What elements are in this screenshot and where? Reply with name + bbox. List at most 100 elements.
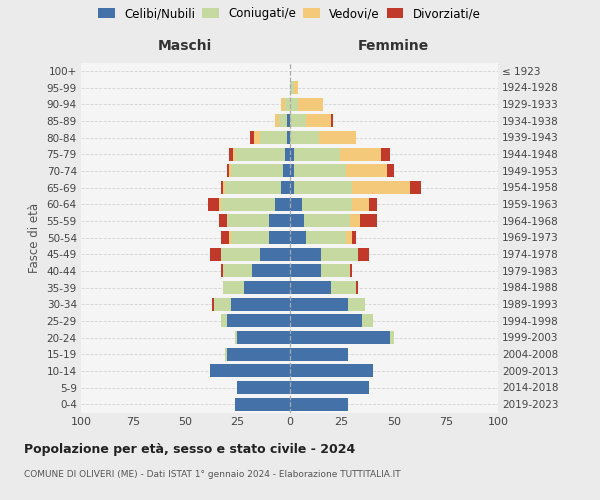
Bar — [287, 114, 290, 128]
Bar — [290, 331, 389, 344]
Bar — [290, 398, 348, 410]
Bar — [231, 164, 283, 177]
Bar — [362, 314, 373, 328]
Bar — [221, 264, 223, 278]
Bar — [238, 331, 290, 344]
Bar — [279, 114, 287, 128]
Bar — [229, 164, 231, 177]
Bar — [233, 148, 235, 160]
Bar — [331, 114, 333, 128]
Bar — [352, 198, 369, 210]
Text: Maschi: Maschi — [158, 38, 212, 52]
Text: Femmine: Femmine — [358, 38, 430, 52]
Bar — [350, 264, 352, 278]
Bar — [218, 198, 221, 210]
Bar — [225, 348, 227, 360]
Bar — [227, 164, 229, 177]
Bar — [358, 248, 369, 260]
Bar — [208, 198, 218, 210]
Bar — [238, 381, 290, 394]
Bar — [410, 181, 421, 194]
Bar — [290, 214, 304, 228]
Bar — [348, 298, 365, 310]
Bar — [290, 298, 348, 310]
Legend: Celibi/Nubili, Coniugati/e, Vedovi/e, Divorziati/e: Celibi/Nubili, Coniugati/e, Vedovi/e, Di… — [98, 7, 481, 20]
Bar — [286, 98, 290, 110]
Bar — [290, 98, 298, 110]
Bar — [293, 148, 340, 160]
Bar — [244, 281, 290, 294]
Bar — [227, 214, 269, 228]
Bar — [275, 114, 279, 128]
Bar — [302, 198, 352, 210]
Bar — [231, 231, 269, 244]
Bar — [388, 164, 394, 177]
Bar — [293, 81, 298, 94]
Bar — [275, 198, 290, 210]
Bar — [290, 198, 302, 210]
Bar — [212, 298, 214, 310]
Bar — [306, 114, 331, 128]
Bar — [235, 148, 286, 160]
Bar — [321, 248, 358, 260]
Bar — [214, 298, 231, 310]
Bar — [381, 148, 389, 160]
Bar — [223, 281, 244, 294]
Bar — [210, 248, 221, 260]
Bar — [210, 364, 290, 378]
Bar — [290, 314, 362, 328]
Bar — [227, 314, 290, 328]
Bar — [361, 214, 377, 228]
Bar — [293, 164, 346, 177]
Bar — [290, 264, 321, 278]
Bar — [221, 198, 275, 210]
Bar — [252, 264, 290, 278]
Bar — [352, 231, 356, 244]
Bar — [283, 164, 290, 177]
Bar — [290, 164, 293, 177]
Bar — [218, 214, 227, 228]
Bar — [290, 231, 306, 244]
Bar — [293, 181, 352, 194]
Bar — [229, 148, 233, 160]
Bar — [290, 364, 373, 378]
Bar — [350, 214, 361, 228]
Bar — [221, 231, 229, 244]
Bar — [250, 131, 254, 144]
Bar — [290, 281, 331, 294]
Bar — [235, 331, 238, 344]
Y-axis label: Fasce di età: Fasce di età — [28, 202, 41, 272]
Bar — [298, 98, 323, 110]
Bar — [389, 331, 394, 344]
Bar — [221, 248, 260, 260]
Bar — [290, 381, 369, 394]
Text: COMUNE DI OLIVERI (ME) - Dati ISTAT 1° gennaio 2024 - Elaborazione TUTTITALIA.IT: COMUNE DI OLIVERI (ME) - Dati ISTAT 1° g… — [24, 470, 401, 479]
Bar — [223, 181, 225, 194]
Bar — [235, 398, 290, 410]
Bar — [346, 164, 388, 177]
Bar — [290, 248, 321, 260]
Bar — [281, 98, 286, 110]
Bar — [356, 281, 358, 294]
Bar — [225, 181, 281, 194]
Bar — [221, 314, 227, 328]
Bar — [352, 181, 410, 194]
Bar — [287, 131, 290, 144]
Bar — [269, 231, 290, 244]
Bar — [281, 181, 290, 194]
Bar — [304, 214, 350, 228]
Text: Popolazione per età, sesso e stato civile - 2024: Popolazione per età, sesso e stato civil… — [24, 442, 355, 456]
Bar — [231, 298, 290, 310]
Bar — [227, 348, 290, 360]
Bar — [369, 198, 377, 210]
Bar — [290, 148, 293, 160]
Bar — [221, 181, 223, 194]
Bar — [260, 131, 287, 144]
Bar — [290, 131, 319, 144]
Bar — [290, 81, 293, 94]
Bar — [340, 148, 381, 160]
Bar — [254, 131, 260, 144]
Bar — [321, 264, 350, 278]
Bar — [223, 264, 252, 278]
Bar — [319, 131, 356, 144]
